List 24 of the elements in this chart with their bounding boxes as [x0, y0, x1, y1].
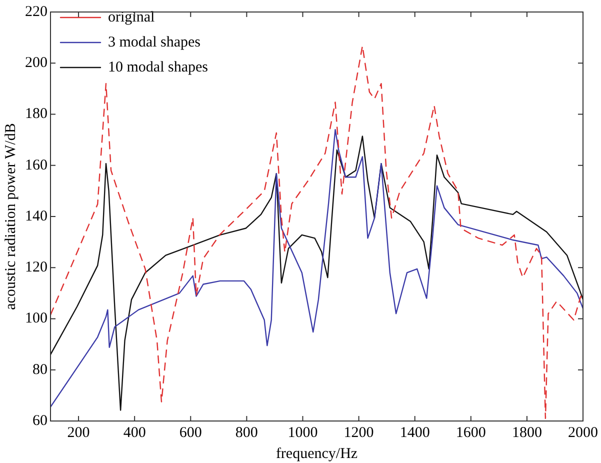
- x-axis-title: frequency/Hz: [276, 446, 358, 462]
- y-tick-label: 140: [25, 208, 48, 224]
- y-tick-label: 180: [25, 106, 48, 122]
- y-tick-label: 120: [25, 260, 48, 276]
- x-tick-label: 1200: [344, 424, 374, 441]
- y-tick-label: 80: [32, 362, 48, 378]
- y-tick-label: 160: [25, 157, 48, 174]
- x-tick-label: 1600: [456, 424, 486, 441]
- x-tick-label: 400: [123, 424, 146, 441]
- y-tick-label: 60: [32, 412, 48, 429]
- y-tick-label: 100: [25, 310, 48, 327]
- legend-label: 10 modal shapes: [108, 59, 208, 76]
- y-tick-label: 220: [25, 4, 48, 20]
- x-tick-label: 1000: [288, 424, 318, 441]
- x-tick-label: 600: [179, 424, 202, 441]
- y-tick-label: 200: [25, 55, 48, 72]
- x-tick-label: 2000: [568, 424, 598, 441]
- x-tick-label: 1800: [512, 424, 542, 441]
- y-axis-title: acoustic radiation power W/dB: [2, 123, 19, 310]
- x-tick-label: 200: [67, 424, 90, 441]
- legend-label: 3 modal shapes: [108, 34, 201, 50]
- x-tick-label: 800: [235, 424, 258, 441]
- x-tick-label: 1400: [400, 424, 430, 441]
- legend-label: original: [108, 9, 155, 26]
